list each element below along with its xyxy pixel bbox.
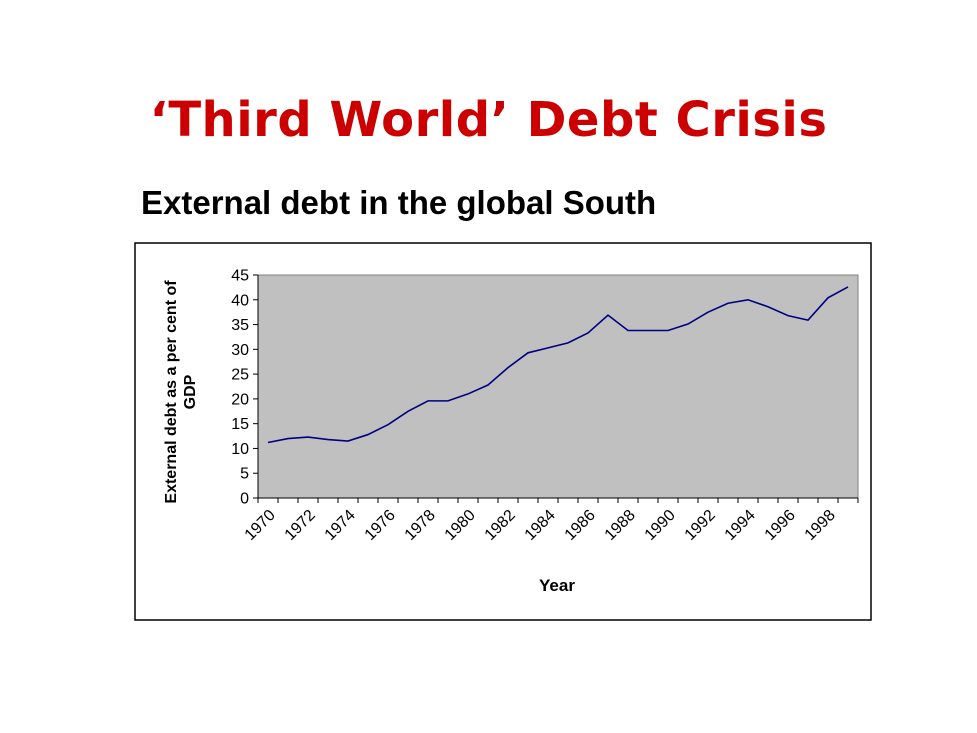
y-tick-label: 25 [231, 367, 249, 384]
y-tick-label: 10 [231, 441, 249, 458]
plot-area [257, 274, 859, 499]
y-tick-label: 15 [231, 416, 249, 433]
y-axis-label-line: GDP [182, 374, 199, 409]
y-tick-label: 40 [231, 292, 249, 309]
y-axis-label-line: External debt as a per cent of [163, 280, 180, 504]
y-tick-label: 35 [231, 317, 249, 334]
y-tick-label: 5 [240, 466, 249, 483]
slide-subtitle: External debt in the global South [141, 184, 657, 221]
y-axis-label: External debt as a per cent of GDP [163, 280, 199, 504]
y-axis: 0 5 10 15 20 25 30 35 40 45 [231, 268, 259, 508]
slide-title: ‘Third World’ Debt Crisis [149, 92, 828, 148]
series-line [267, 286, 849, 444]
y-tick-label: 45 [231, 268, 249, 285]
y-tick-label: 20 [231, 391, 249, 408]
y-tick-label: 30 [231, 342, 249, 359]
y-tick-label: 0 [240, 491, 249, 508]
x-axis-label: Year [539, 576, 575, 595]
